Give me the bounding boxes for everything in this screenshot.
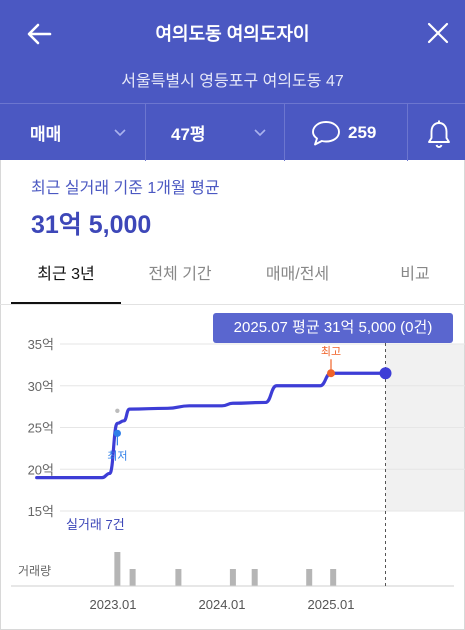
volume-bar <box>330 569 337 586</box>
trade-type-dropdown[interactable]: 매매 <box>0 104 145 161</box>
filter-divider <box>407 104 408 161</box>
transactions-count-label: 실거래 7건 <box>66 517 125 532</box>
current-point <box>379 367 392 380</box>
min-point <box>113 429 121 437</box>
summary-subtitle: 최근 실거래 기준 1개월 평균 <box>31 180 220 197</box>
area-dropdown[interactable]: 47평 <box>146 104 284 161</box>
volume-label: 거래량 <box>18 564 51 578</box>
speech-bubble-icon <box>312 121 340 146</box>
average-price: 31억 5,000 <box>31 211 152 239</box>
y-tick-label: 15억 <box>28 504 54 519</box>
trade-type-label: 매매 <box>30 125 62 144</box>
x-tick-label: 2024.01 <box>199 597 246 612</box>
price-line <box>35 371 388 480</box>
max-point <box>327 369 335 378</box>
chart-tooltip: 2025.07 평균 31억 5,000 (0건) <box>213 313 453 343</box>
volume-bar <box>229 569 236 586</box>
filter-divider <box>284 104 285 161</box>
x-tick-label: 2023.01 <box>90 597 137 612</box>
area-label: 47평 <box>171 125 206 144</box>
volume-bar <box>175 569 182 586</box>
min-label: 최저 <box>107 449 127 462</box>
chevron-down-icon <box>114 129 126 137</box>
x-tick-label: 2025.01 <box>308 597 355 612</box>
volume-bar <box>114 552 121 586</box>
tab-recent-3-years[interactable]: 최근 3년 <box>11 255 121 304</box>
y-tick-label: 30억 <box>28 379 54 394</box>
comment-count: 259 <box>348 122 377 142</box>
page-title: 여의도동 여의도자이 <box>155 24 310 44</box>
volume-bar <box>251 569 258 586</box>
max-label: 최고 <box>321 345 341 358</box>
tab-all-period[interactable]: 전체 기간 <box>148 266 212 283</box>
close-icon[interactable] <box>418 14 458 54</box>
tab-sale-lease[interactable]: 매매/전세 <box>265 266 330 283</box>
tab-compare[interactable]: 비교 <box>400 266 430 283</box>
comments-button[interactable]: 259 <box>285 104 407 161</box>
volume-bar <box>306 569 313 586</box>
outlier-point <box>115 408 120 413</box>
volume-bar <box>129 569 136 586</box>
y-tick-label: 20억 <box>28 462 54 477</box>
y-tick-label: 35억 <box>28 337 54 352</box>
back-arrow-icon[interactable] <box>20 14 60 54</box>
chevron-down-icon <box>254 129 266 137</box>
filter-bar: 매매 47평 259 <box>0 103 465 161</box>
bell-icon[interactable] <box>425 119 453 149</box>
address-text: 서울특별시 영등포구 여의도동 47 <box>121 73 344 90</box>
period-tabs: 최근 3년 전체 기간 매매/전세 비교 <box>0 255 465 305</box>
y-tick-label: 25억 <box>28 421 54 436</box>
header: 여의도동 여의도자이 서울특별시 영등포구 여의도동 47 <box>0 0 465 103</box>
filter-divider <box>145 104 146 161</box>
